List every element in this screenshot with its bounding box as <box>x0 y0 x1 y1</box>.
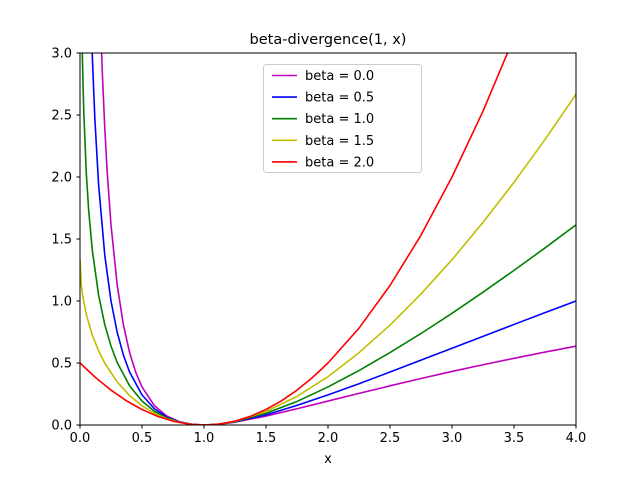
x-axis-label: x <box>324 452 332 467</box>
legend-entry-label: beta = 2.0 <box>305 155 374 170</box>
y-tick-label: 0.5 <box>51 357 72 372</box>
axes-frame <box>79 52 577 426</box>
x-tick-label: 3.0 <box>442 431 463 446</box>
chart-title: beta-divergence(1, x) <box>250 32 407 48</box>
x-tick-label: 0.5 <box>132 431 153 446</box>
x-tick-label: 1.5 <box>256 431 277 446</box>
legend-box <box>263 64 422 173</box>
x-tick-label: 2.5 <box>380 431 401 446</box>
x-tick-label: 0.0 <box>70 431 91 446</box>
series-line-2.0 <box>80 53 509 425</box>
y-tick-label: 0.0 <box>51 419 72 434</box>
legend-entry-label: beta = 0.0 <box>305 69 374 84</box>
legend-entry-label: beta = 1.5 <box>305 134 374 149</box>
x-tick-label: 4.0 <box>566 431 587 446</box>
x-tick-label: 1.0 <box>194 431 215 446</box>
legend: beta = 0.0 beta = 0.5 beta = 1.0 beta = 1.5… <box>263 64 422 173</box>
y-tick-label: 2.0 <box>51 171 72 186</box>
y-tick-label: 3.0 <box>51 47 72 62</box>
y-tick-label: 2.5 <box>51 109 72 124</box>
legend-entry-label: beta = 0.5 <box>305 91 374 106</box>
y-tick-label: 1.0 <box>51 295 72 310</box>
x-tick-label: 2.0 <box>318 431 339 446</box>
x-tick-label: 3.5 <box>504 431 525 446</box>
axis-ticks: 0.0 0.5 1.0 1.5 2.0 2.5 3.0 3.5 4.0 0.0 0.5 1.0 1.5 2… <box>51 47 586 447</box>
y-tick-label: 1.5 <box>51 233 72 248</box>
legend-entry-label: beta = 1.0 <box>305 112 374 127</box>
